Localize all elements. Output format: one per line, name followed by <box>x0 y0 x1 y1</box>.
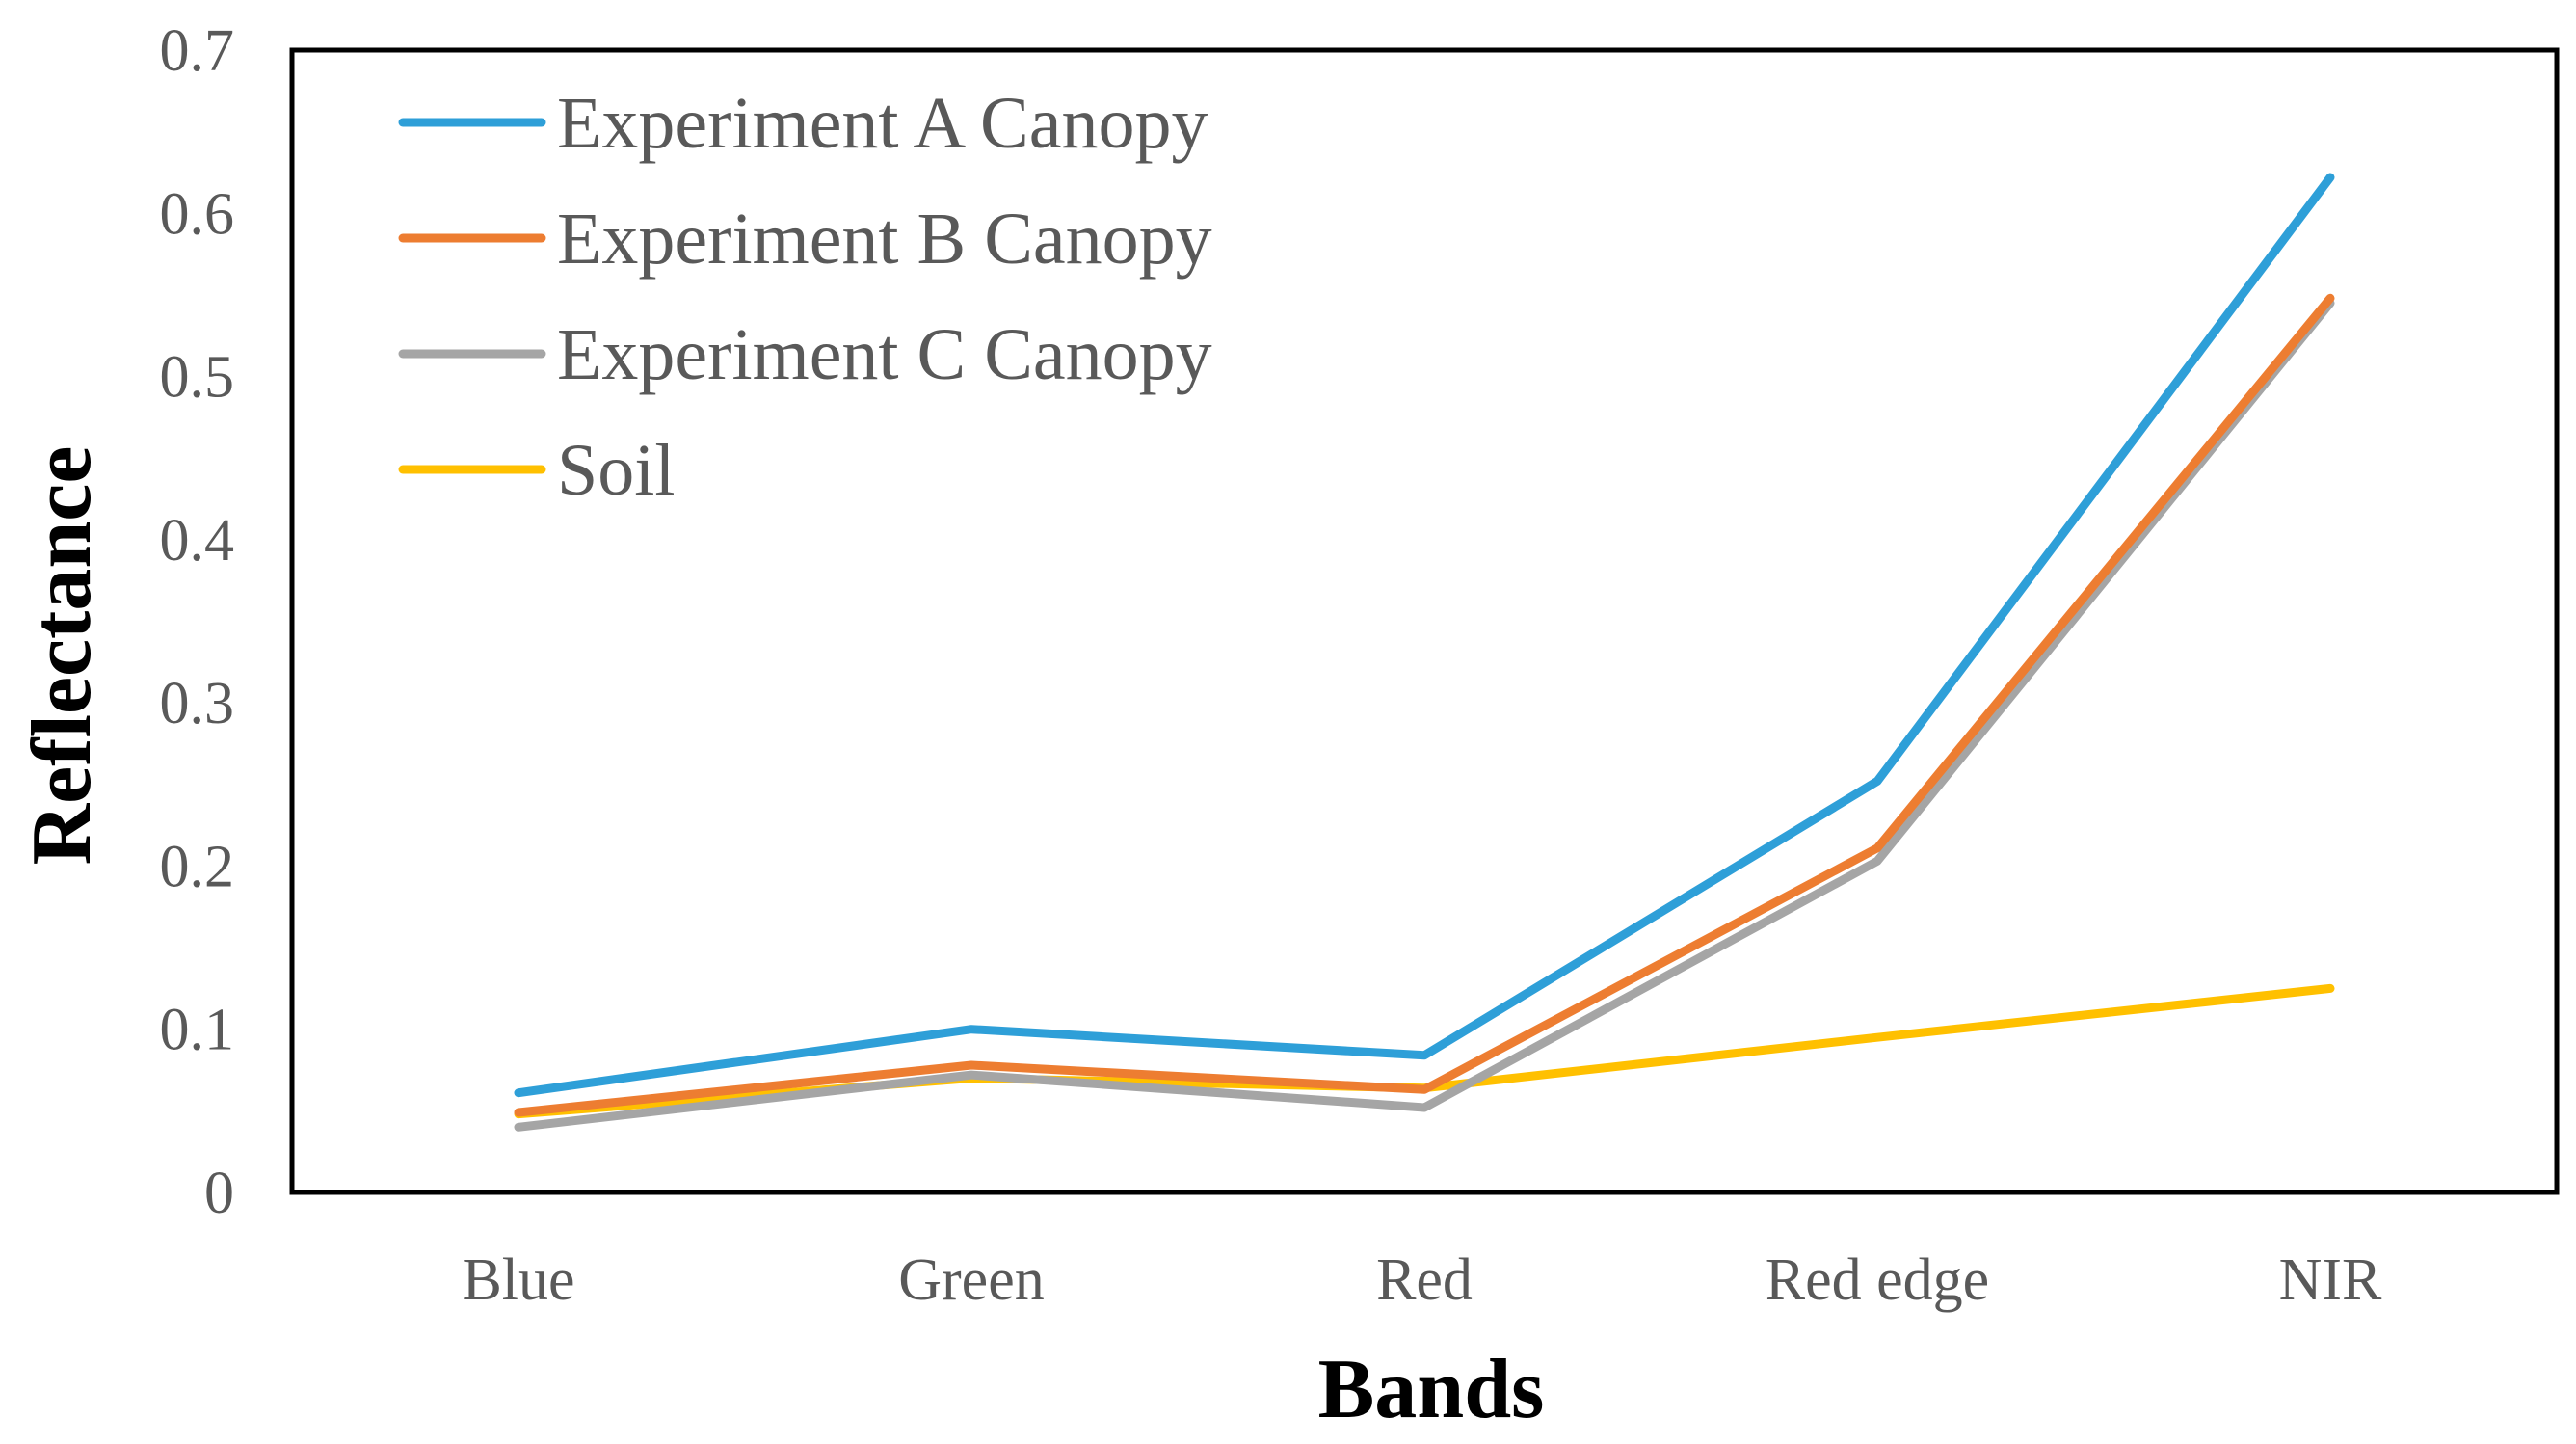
series-lines <box>514 173 2335 1132</box>
x-tick-label: NIR <box>2279 1247 2382 1313</box>
y-axis-title: Reflectance <box>15 446 109 866</box>
y-tick-label: 0.6 <box>160 181 235 247</box>
y-tick-label: 0.7 <box>160 18 235 84</box>
plot-area-border <box>289 47 2560 1195</box>
legend: Experiment A Canopy Experiment B Canopy Ex… <box>398 83 1212 511</box>
legend-label: Experiment A Canopy <box>557 83 1208 164</box>
series-line-3 <box>514 298 2335 1132</box>
x-axis-ticks: Blue Green Red Red edge NIR <box>462 1247 2382 1313</box>
legend-label: Experiment B Canopy <box>557 199 1212 280</box>
y-axis-ticks: 0 0.1 0.2 0.3 0.4 0.5 0.6 0.7 <box>160 18 235 1226</box>
x-tick-label: Red <box>1376 1247 1473 1313</box>
x-axis-title: Bands <box>1318 1343 1545 1436</box>
legend-label: Experiment C Canopy <box>557 314 1212 395</box>
y-tick-label: 0.1 <box>160 998 235 1063</box>
y-tick-label: 0.5 <box>160 345 235 411</box>
y-tick-label: 0.2 <box>160 834 235 899</box>
y-tick-label: 0.3 <box>160 671 235 736</box>
series-line-2 <box>514 293 2335 1117</box>
x-tick-label: Green <box>898 1247 1044 1313</box>
y-tick-label: 0.4 <box>160 508 235 574</box>
series-line-1 <box>514 173 2335 1098</box>
x-tick-label: Blue <box>462 1247 574 1313</box>
y-tick-label: 0 <box>204 1161 234 1226</box>
legend-label: Soil <box>557 430 676 511</box>
x-tick-label: Red edge <box>1766 1247 1989 1313</box>
